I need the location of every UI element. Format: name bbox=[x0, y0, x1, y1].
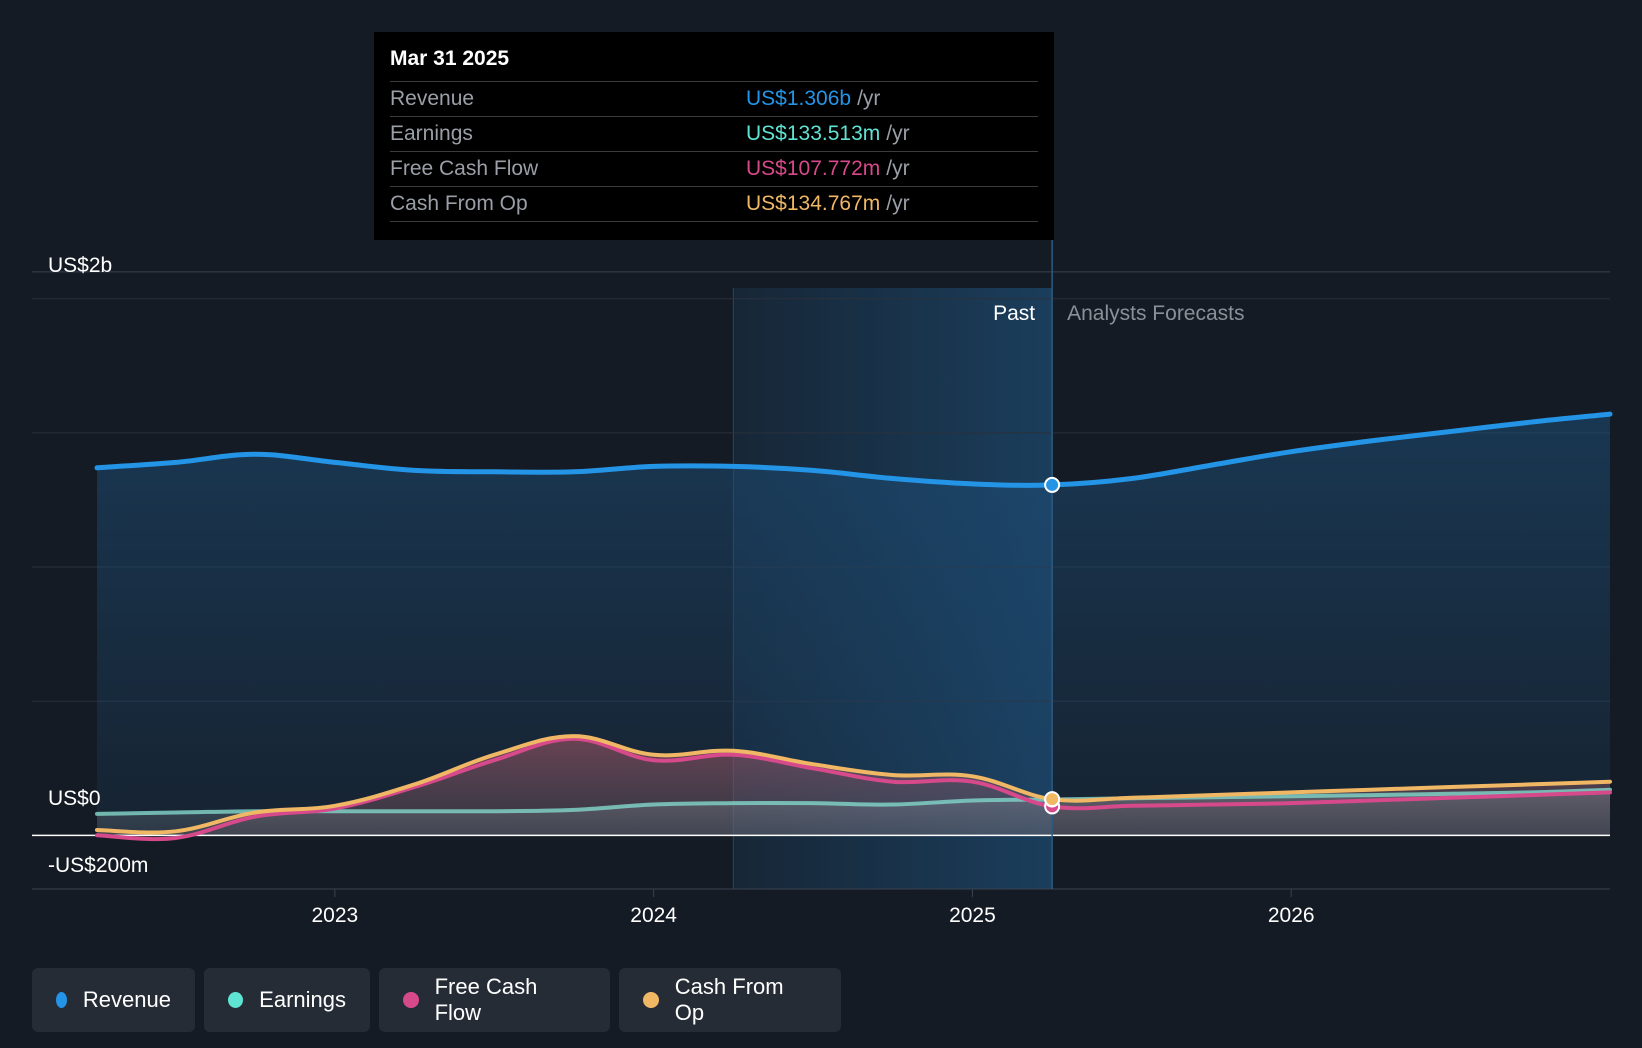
earnings-area bbox=[97, 789, 1610, 836]
tooltip-value: US$134.767m bbox=[746, 192, 881, 215]
forecast-label: Analysts Forecasts bbox=[1067, 302, 1244, 325]
revenue-dot-icon bbox=[56, 992, 67, 1008]
tooltip-value: US$133.513m bbox=[746, 122, 881, 145]
x-tick-label: 2024 bbox=[630, 904, 677, 927]
tooltip-value: US$1.306b bbox=[746, 87, 852, 110]
legend-label: Free Cash Flow bbox=[434, 974, 538, 1025]
tooltip-unit: /yr bbox=[886, 192, 910, 215]
legend-label: Cash From Op bbox=[674, 974, 784, 1025]
legend-item-free-cash-flow[interactable]: Free Cash Flow bbox=[379, 968, 610, 1032]
y-tick-label-top: US$2b bbox=[48, 254, 112, 277]
earnings-line bbox=[95, 787, 1612, 816]
revenue-area bbox=[97, 414, 1610, 836]
x-tick-label: 2025 bbox=[949, 904, 996, 927]
tooltip-label: Free Cash Flow bbox=[390, 157, 539, 180]
tooltip-label: Earnings bbox=[390, 122, 473, 145]
tooltip-unit: /yr bbox=[857, 87, 881, 110]
tooltip-unit: /yr bbox=[886, 122, 910, 145]
legend-label: Revenue bbox=[82, 987, 171, 1012]
past-label: Past bbox=[993, 302, 1035, 325]
tooltip-date: Mar 31 2025 bbox=[390, 47, 510, 70]
y-tick-label-bottom: -US$200m bbox=[48, 854, 148, 877]
tooltip-value: US$107.772m bbox=[746, 157, 881, 180]
x-tick-label: 2026 bbox=[1268, 904, 1315, 927]
tooltip-label: Revenue bbox=[390, 87, 475, 110]
revenue-line bbox=[94, 411, 1613, 488]
legend-item-cash-from-op[interactable]: Cash From Op bbox=[619, 968, 841, 1032]
cash-from-op-marker bbox=[1044, 791, 1061, 808]
earnings-dot-icon bbox=[228, 992, 244, 1008]
cash-from-op-line bbox=[95, 734, 1612, 835]
legend-label: Earnings bbox=[259, 987, 346, 1012]
legend-item-earnings[interactable]: Earnings bbox=[204, 968, 370, 1032]
tooltip-row-earnings: Earnings US$133.513m /yr bbox=[390, 116, 1038, 151]
free-cash-flow-dot-icon bbox=[403, 992, 419, 1008]
legend-item-revenue[interactable]: Revenue bbox=[32, 968, 195, 1032]
free-cash-flow-line bbox=[95, 736, 1612, 842]
tooltip-row-free-cash-flow: Free Cash Flow US$107.772m /yr bbox=[390, 151, 1038, 186]
x-tick-label: 2023 bbox=[311, 904, 358, 927]
tooltip-row-revenue: Revenue US$1.306b /yr bbox=[390, 81, 1038, 116]
revenue-marker bbox=[1044, 476, 1061, 493]
y-tick-label-zero: US$0 bbox=[48, 787, 101, 810]
tooltip: Mar 31 2025 Revenue US$1.306b /yr Earnin… bbox=[374, 32, 1054, 240]
tooltip-unit: /yr bbox=[886, 157, 910, 180]
tooltip-label: Cash From Op bbox=[390, 192, 528, 215]
cash-from-op-dot-icon bbox=[643, 992, 659, 1008]
legend: Revenue Earnings Free Cash Flow Cash Fro… bbox=[32, 968, 841, 1032]
tooltip-row-cash-from-op: Cash From Op US$134.767m /yr bbox=[390, 186, 1038, 222]
